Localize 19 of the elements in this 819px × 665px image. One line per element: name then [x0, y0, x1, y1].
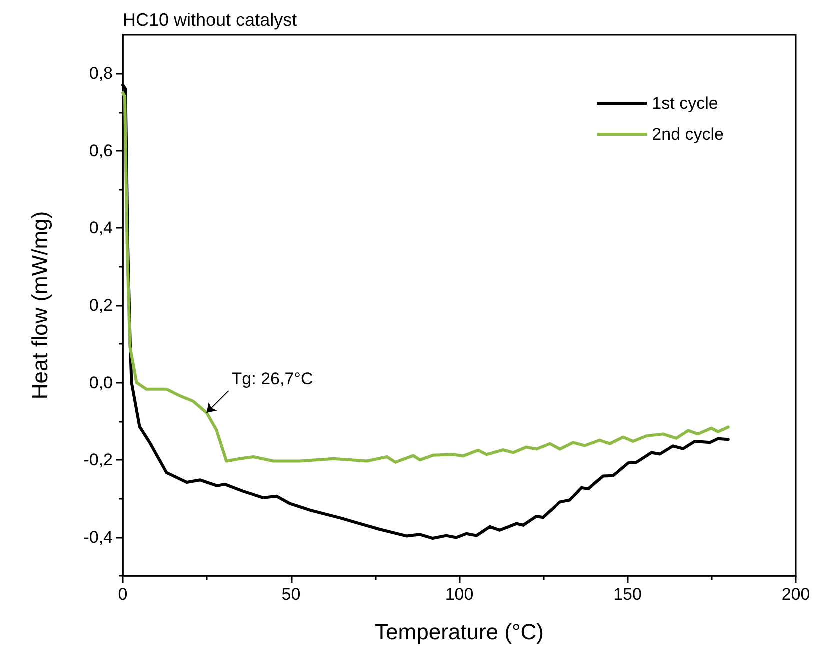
- y-tick-label: 0,0: [89, 373, 113, 392]
- y-axis-title: Heat flow (mW/mg): [28, 211, 52, 400]
- chart-title: HC10 without catalyst: [123, 10, 298, 30]
- annotation: Tg: 26,7°C: [232, 369, 314, 388]
- y-tick-label: 0,4: [89, 218, 113, 238]
- y-tick-label: -0,2: [84, 450, 113, 470]
- y-tick-label: 0,8: [89, 64, 113, 84]
- y-tick-label: -0,4: [84, 528, 113, 547]
- line-series: [122, 91, 730, 464]
- legend-label: 1st cycle: [652, 94, 718, 113]
- legend-label: 2nd cycle: [652, 125, 724, 144]
- y-tick-label: 0,2: [89, 296, 113, 315]
- y-tick-label: 0,6: [89, 141, 113, 160]
- x-tick-label: 200: [782, 585, 810, 604]
- x-axis-title: Temperature (°C): [375, 620, 544, 644]
- x-tick-label: 100: [445, 585, 474, 604]
- x-tick-label: 0: [118, 585, 128, 604]
- x-tick-label: 50: [282, 585, 301, 604]
- x-tick-label: 150: [614, 585, 642, 604]
